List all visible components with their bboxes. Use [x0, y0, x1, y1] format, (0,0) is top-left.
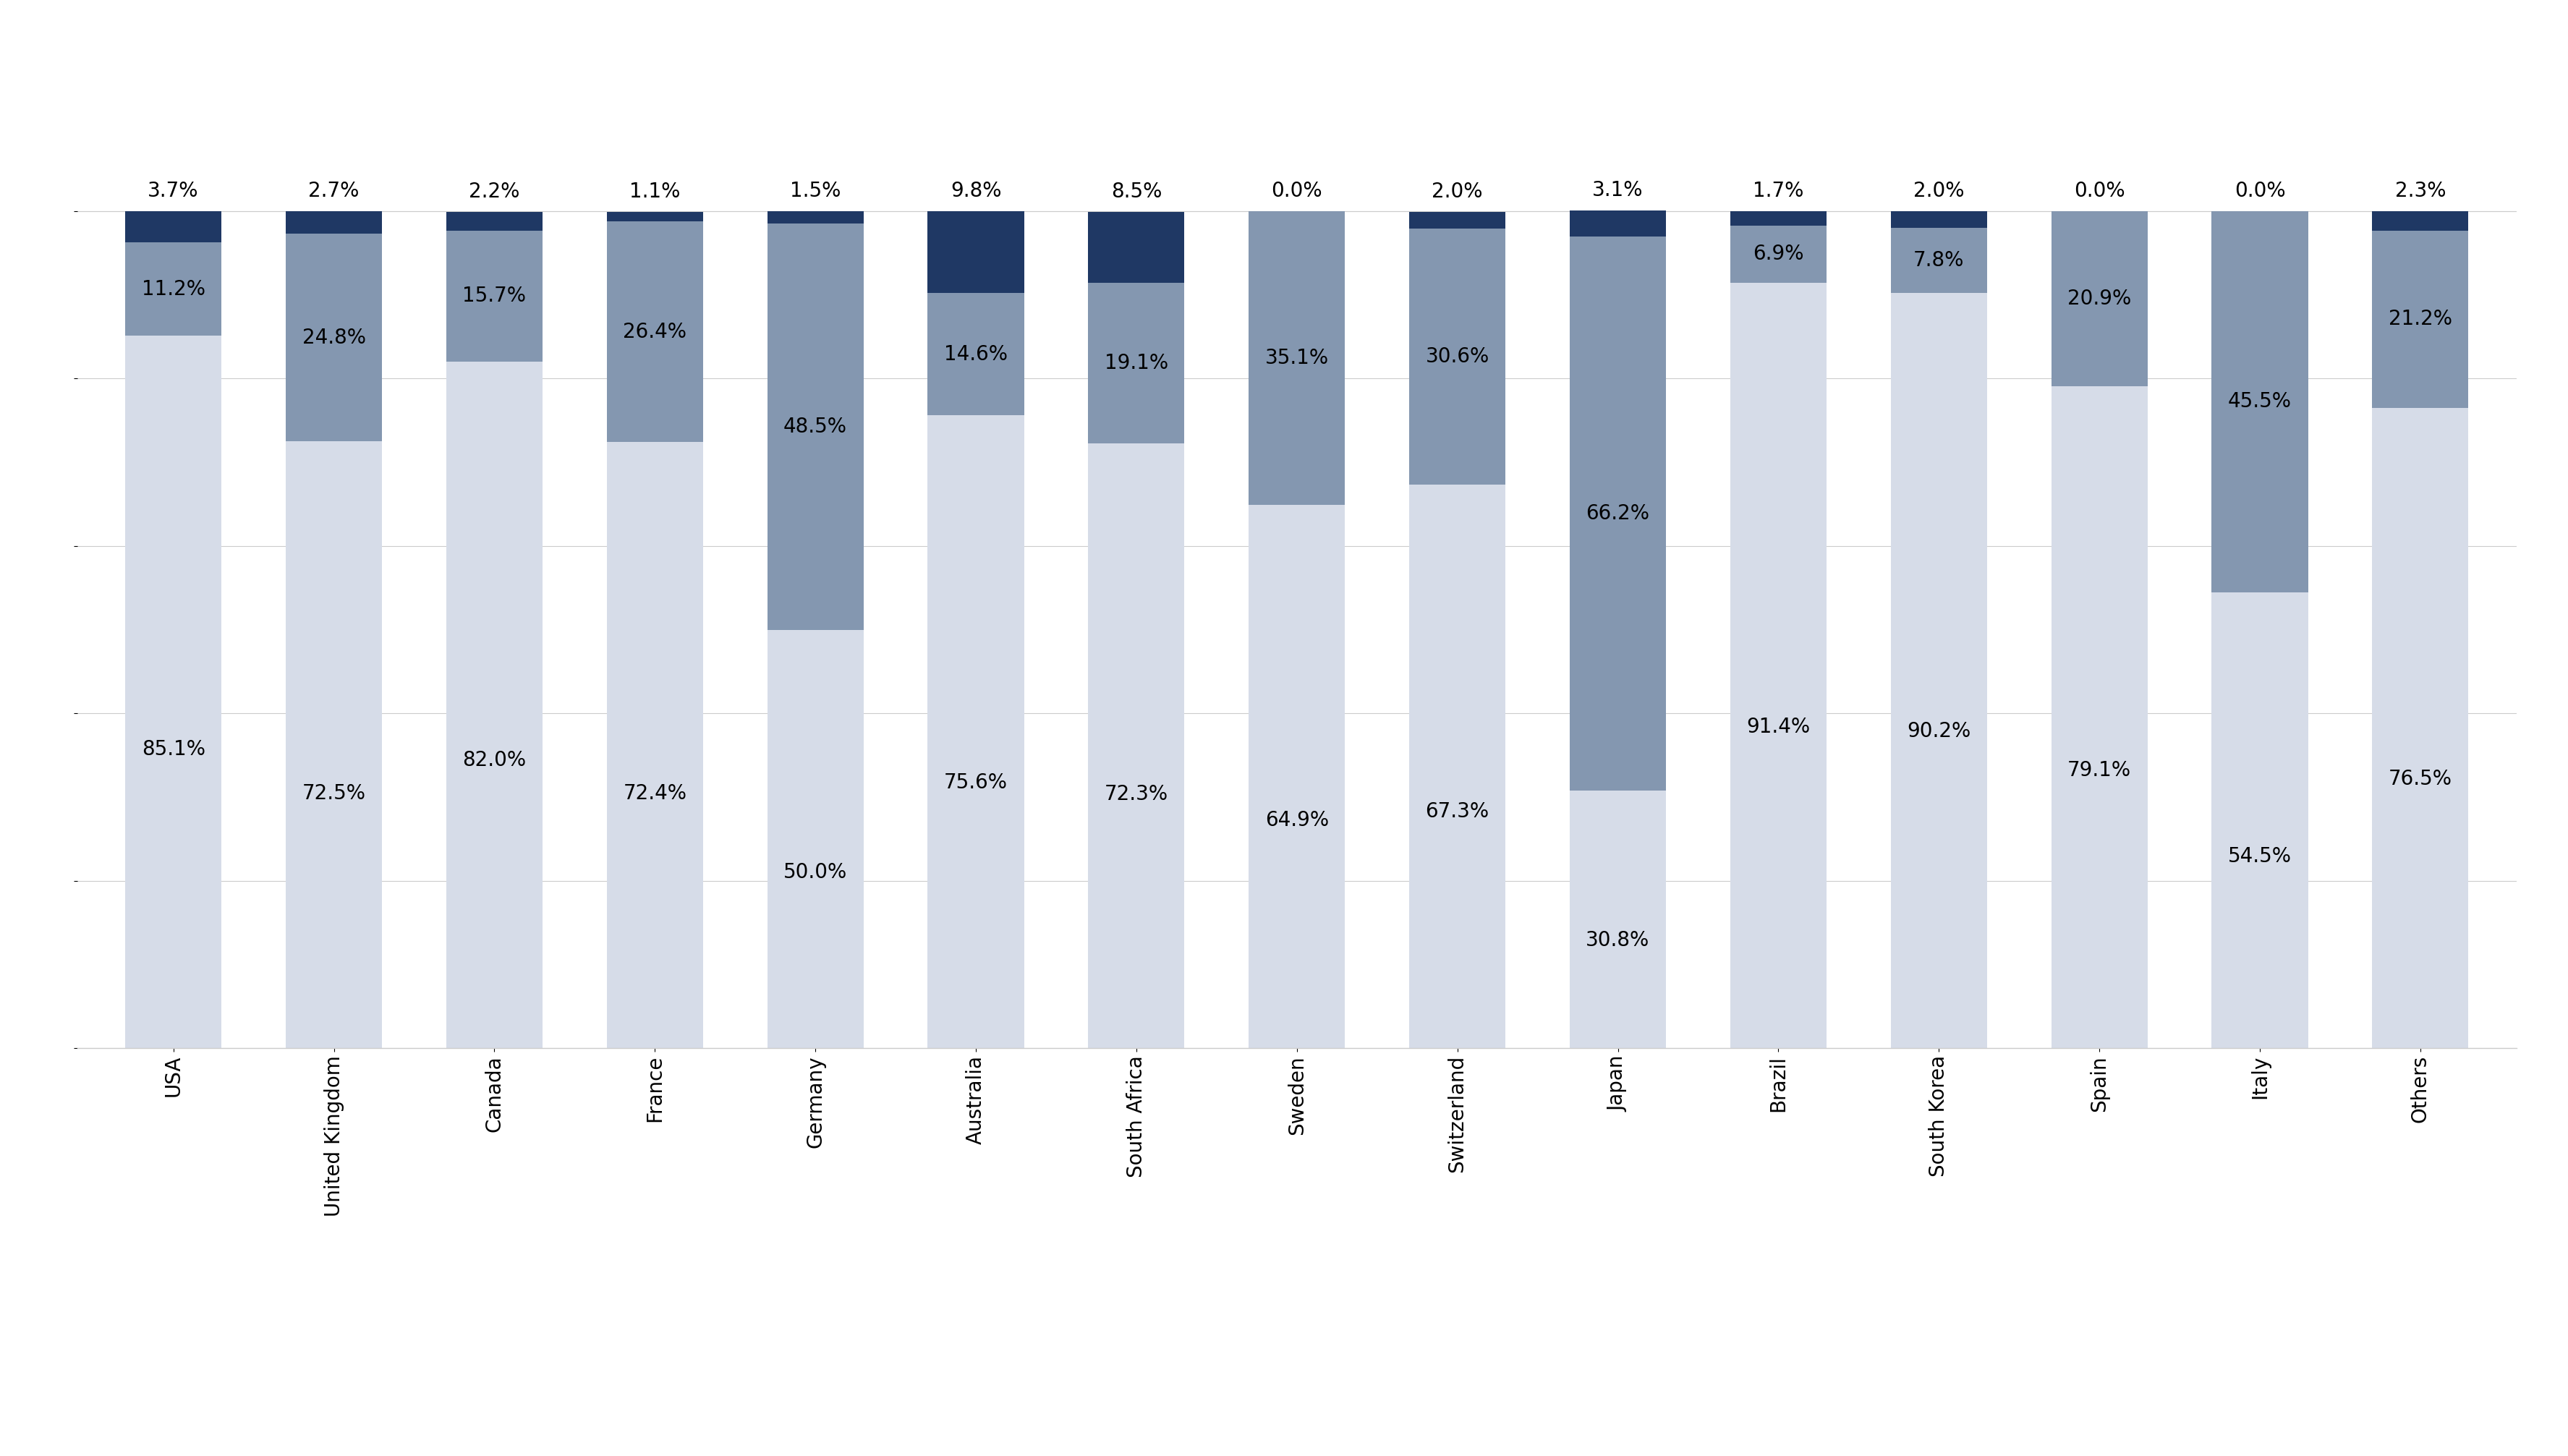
- Text: 85.1%: 85.1%: [141, 740, 205, 759]
- Bar: [2052, 211, 2147, 386]
- Bar: [2211, 593, 2309, 1048]
- Text: 2.7%: 2.7%: [308, 181, 360, 201]
- Text: 48.5%: 48.5%: [783, 416, 847, 437]
- Bar: [285, 234, 383, 441]
- Text: 7.8%: 7.8%: [1913, 250, 1965, 271]
- Bar: [1248, 211, 1346, 505]
- Bar: [927, 415, 1025, 1048]
- Bar: [1569, 236, 1667, 791]
- Bar: [1731, 282, 1826, 1048]
- Text: 15.7%: 15.7%: [462, 285, 526, 306]
- Bar: [606, 443, 704, 1048]
- Text: 9.8%: 9.8%: [950, 181, 1002, 201]
- Text: 45.5%: 45.5%: [2229, 392, 2291, 412]
- Text: 91.4%: 91.4%: [1746, 716, 1810, 737]
- Bar: [1410, 229, 1505, 485]
- Bar: [2373, 408, 2468, 1048]
- Text: 54.5%: 54.5%: [2229, 846, 2291, 866]
- Bar: [447, 213, 542, 230]
- Bar: [447, 363, 542, 1048]
- Text: 35.1%: 35.1%: [1266, 348, 1328, 368]
- Bar: [768, 224, 863, 629]
- Text: 2.0%: 2.0%: [1913, 181, 1965, 201]
- Bar: [126, 336, 221, 1048]
- Bar: [126, 211, 221, 242]
- Bar: [1731, 226, 1826, 282]
- Bar: [927, 211, 1025, 293]
- Bar: [768, 211, 863, 224]
- Text: 0.0%: 0.0%: [2075, 181, 2124, 201]
- Bar: [768, 629, 863, 1048]
- Text: 1.5%: 1.5%: [791, 181, 840, 201]
- Bar: [1569, 791, 1667, 1048]
- Text: 0.0%: 0.0%: [1271, 181, 1323, 201]
- Bar: [1890, 211, 1988, 227]
- Text: 30.8%: 30.8%: [1587, 930, 1649, 951]
- Bar: [447, 230, 542, 363]
- Text: 19.1%: 19.1%: [1104, 352, 1168, 373]
- Bar: [1248, 505, 1346, 1048]
- Text: 75.6%: 75.6%: [945, 772, 1007, 792]
- Bar: [1890, 227, 1988, 293]
- Bar: [606, 221, 704, 443]
- Bar: [2211, 211, 2309, 593]
- Text: 20.9%: 20.9%: [2067, 288, 2131, 309]
- Bar: [285, 441, 383, 1048]
- Bar: [1890, 293, 1988, 1048]
- Text: 21.2%: 21.2%: [2388, 309, 2452, 329]
- Text: 72.5%: 72.5%: [303, 783, 365, 804]
- Text: 82.0%: 82.0%: [462, 750, 526, 770]
- Bar: [927, 293, 1025, 415]
- Text: 6.9%: 6.9%: [1754, 245, 1803, 265]
- Bar: [1089, 443, 1184, 1048]
- Bar: [2052, 386, 2147, 1048]
- Text: 3.1%: 3.1%: [1592, 181, 1644, 201]
- Text: 79.1%: 79.1%: [2067, 760, 2131, 780]
- Text: 67.3%: 67.3%: [1425, 802, 1489, 821]
- Text: 2.3%: 2.3%: [2396, 181, 2445, 201]
- Text: 66.2%: 66.2%: [1587, 504, 1649, 524]
- Bar: [285, 211, 383, 234]
- Text: 76.5%: 76.5%: [2388, 769, 2452, 789]
- Text: 2.0%: 2.0%: [1433, 182, 1482, 202]
- Bar: [1089, 282, 1184, 443]
- Text: 64.9%: 64.9%: [1266, 810, 1328, 830]
- Text: 1.1%: 1.1%: [629, 182, 681, 202]
- Bar: [1569, 210, 1667, 236]
- Text: 90.2%: 90.2%: [1908, 721, 1970, 741]
- Text: 14.6%: 14.6%: [945, 344, 1007, 364]
- Text: 26.4%: 26.4%: [624, 322, 686, 342]
- Bar: [2373, 211, 2468, 230]
- Text: 2.2%: 2.2%: [470, 182, 519, 202]
- Bar: [1089, 213, 1184, 282]
- Bar: [126, 242, 221, 336]
- Text: 24.8%: 24.8%: [303, 328, 365, 348]
- Text: 30.6%: 30.6%: [1425, 347, 1489, 367]
- Bar: [1731, 211, 1826, 226]
- Bar: [1410, 485, 1505, 1048]
- Text: 72.4%: 72.4%: [624, 783, 686, 804]
- Text: 50.0%: 50.0%: [783, 862, 847, 882]
- Text: 72.3%: 72.3%: [1104, 783, 1168, 804]
- Text: 3.7%: 3.7%: [149, 181, 198, 201]
- Text: 8.5%: 8.5%: [1112, 182, 1161, 202]
- Text: 0.0%: 0.0%: [2234, 181, 2286, 201]
- Text: 1.7%: 1.7%: [1754, 181, 1803, 201]
- Bar: [606, 213, 704, 221]
- Bar: [1410, 213, 1505, 229]
- Bar: [2373, 230, 2468, 408]
- Text: 11.2%: 11.2%: [141, 280, 205, 298]
